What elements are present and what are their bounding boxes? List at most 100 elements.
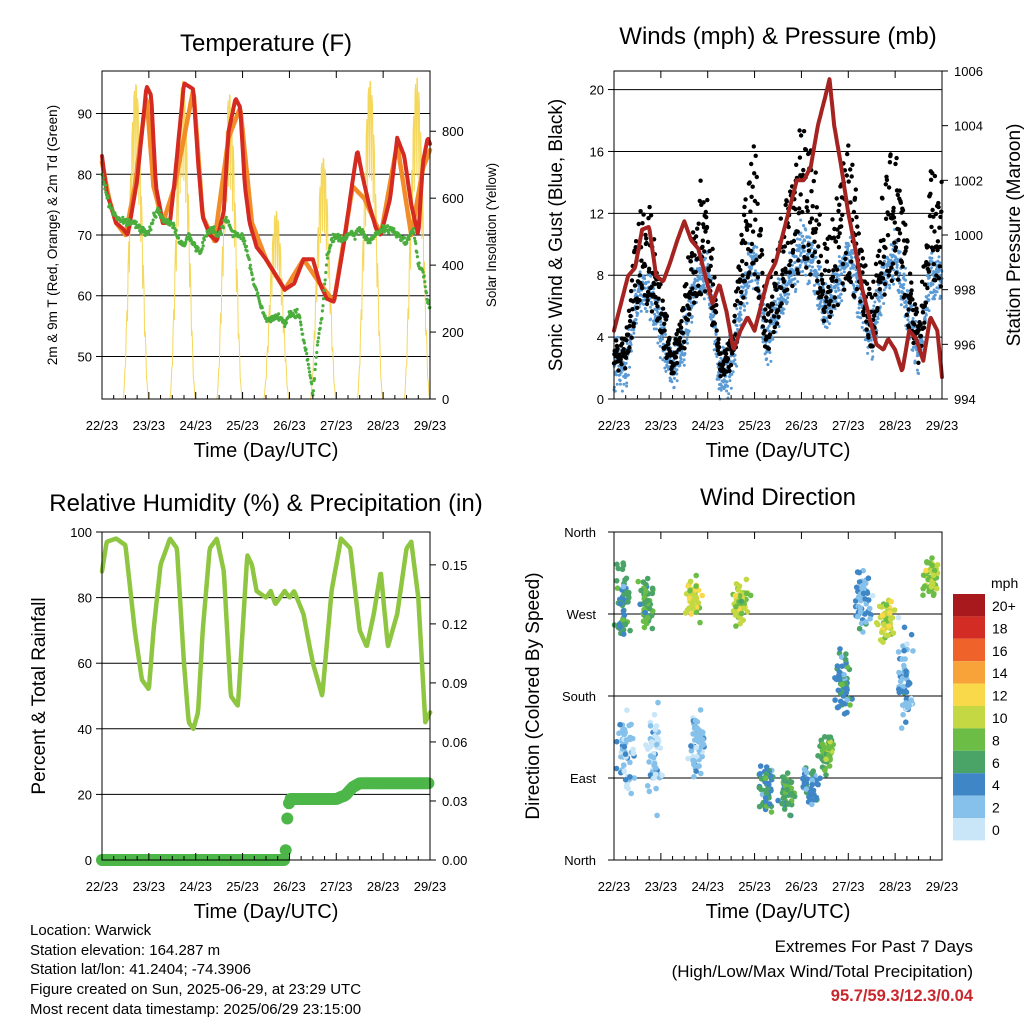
precip-point [279, 844, 292, 857]
winds-ytick-right-label: 998 [954, 283, 976, 298]
gust-point [778, 216, 783, 221]
direction-point [844, 686, 850, 693]
gust-point [896, 227, 902, 232]
gust-point [834, 196, 839, 201]
gust-point [846, 143, 851, 148]
gust-point [921, 325, 927, 330]
gust-point [819, 272, 824, 277]
wind-point [656, 341, 660, 345]
direction-point [765, 786, 771, 792]
gust-point [897, 188, 902, 193]
wind-point [719, 388, 723, 392]
gust-point [931, 262, 936, 267]
direction-point [924, 559, 930, 565]
direction-point [638, 587, 644, 594]
dewpoint-point [121, 215, 125, 219]
gust-point [784, 199, 789, 204]
gust-point [914, 306, 919, 311]
wind-point [793, 282, 797, 286]
wind-point [675, 379, 679, 383]
wind-point [930, 266, 933, 270]
direction-point [655, 736, 661, 742]
gust-point [740, 259, 745, 264]
dewpoint-point [255, 288, 259, 292]
direction-point [627, 736, 633, 743]
direction-point [835, 704, 842, 710]
direction-point [903, 672, 909, 678]
gust-point [903, 248, 908, 254]
extremes-box: Extremes For Past 7 Days (High/Low/Max W… [672, 934, 973, 1009]
wind-point [866, 351, 870, 355]
wind-point [744, 290, 748, 294]
wind-point [872, 304, 876, 308]
wind-point [813, 292, 817, 296]
direction-point [735, 587, 741, 593]
gust-point [845, 151, 850, 157]
direction-point [692, 593, 699, 600]
gust-point [843, 250, 849, 256]
gust-point [772, 324, 777, 330]
dewpoint-point [221, 226, 226, 230]
gust-point [710, 246, 715, 252]
direction-point [624, 707, 630, 713]
wind-point [757, 272, 761, 276]
wind-point [661, 358, 665, 362]
dewpoint-point [257, 297, 261, 301]
wind-point [842, 270, 846, 274]
direction-point [652, 727, 658, 733]
winds-panel: 0 4 8 12 16 20 994 996 998 1000 1002 1004 1006 Winds … [546, 23, 1024, 462]
dewpoint-point [324, 263, 328, 267]
wind-point [797, 249, 801, 253]
wind-point [917, 372, 921, 375]
gust-point [644, 240, 649, 246]
gust-point [855, 224, 860, 229]
dewpoint-point [148, 225, 152, 229]
gust-point [676, 329, 681, 334]
wind-point [814, 255, 818, 259]
humidity-xtick-label: 25/23 [226, 879, 259, 894]
direction-point [650, 754, 657, 761]
gust-point [794, 162, 799, 167]
wind-point [840, 299, 844, 303]
gust-point [875, 305, 880, 311]
wind-point [901, 290, 905, 294]
gust-point [840, 212, 845, 218]
wind-point [739, 318, 743, 322]
solar-day-pulse [263, 209, 290, 400]
wind-point [897, 291, 901, 294]
colorbar-label: 10 [992, 710, 1008, 726]
dewpoint-point [329, 243, 333, 247]
wind-point [807, 281, 811, 285]
wind-point [939, 294, 942, 298]
direction-point [843, 651, 849, 657]
gust-point [856, 231, 861, 236]
wind-point [824, 282, 828, 286]
wind-point [658, 337, 662, 341]
solar-day-pulse [310, 157, 337, 400]
dewpoint-point [323, 282, 327, 286]
wind-point [911, 317, 915, 320]
gust-point [828, 288, 833, 294]
wind-point [921, 340, 925, 344]
direction-point [827, 757, 833, 763]
wind-point [739, 313, 743, 317]
direction-point [901, 647, 907, 654]
colorbar-label: 20+ [992, 598, 1016, 614]
gust-point [728, 362, 734, 368]
gust-point [615, 346, 620, 351]
gust-point [937, 264, 942, 269]
gust-point [816, 222, 822, 227]
gust-point [767, 332, 773, 337]
wind-point [839, 292, 843, 296]
gust-point [644, 301, 650, 307]
gust-point [882, 292, 887, 297]
wind-point [670, 380, 674, 384]
wind-point [625, 342, 629, 345]
gust-point [758, 226, 764, 232]
wind-point [613, 389, 617, 393]
gust-point [880, 276, 886, 281]
direction-point [784, 770, 791, 776]
gust-point [649, 284, 654, 290]
gust-point [883, 182, 888, 187]
wind-point [777, 281, 781, 285]
